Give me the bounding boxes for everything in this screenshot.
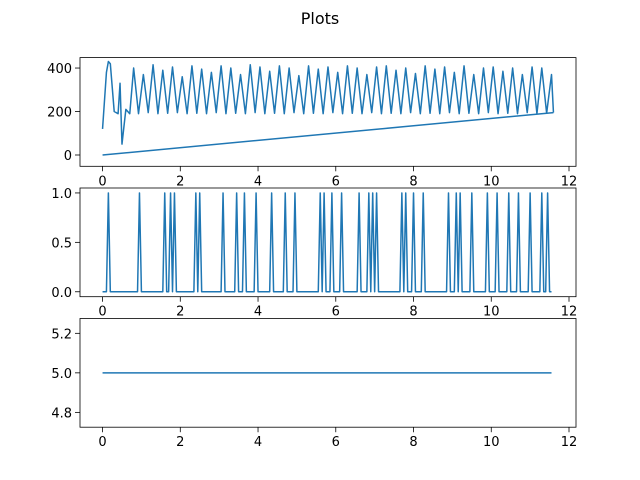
y-tick-label: 1.0: [51, 187, 72, 202]
x-tick-label: 6: [332, 174, 340, 189]
x-tick-label: 0: [98, 305, 106, 320]
x-tick-label: 10: [483, 305, 500, 320]
y-tick-label: 4.8: [51, 406, 72, 421]
data-line: [101, 60, 555, 145]
y-tick-label: 400: [47, 62, 72, 77]
x-tick-label: 4: [254, 435, 262, 450]
data-line: [102, 192, 552, 293]
x-tick-label: 0: [98, 435, 106, 450]
y-tick-label: 200: [47, 106, 72, 121]
x-tick-label: 4: [254, 174, 262, 189]
y-tick-label: 0.0: [51, 286, 72, 301]
y-tick-label: 0: [64, 149, 72, 164]
axes-frame: [79, 57, 577, 167]
x-tick-label: 2: [176, 435, 184, 450]
x-tick-label: 2: [176, 305, 184, 320]
x-tick-label: 2: [176, 174, 184, 189]
x-tick-label: 10: [483, 174, 500, 189]
x-tick-label: 4: [254, 305, 262, 320]
x-tick-label: 6: [332, 305, 340, 320]
data-line: [102, 111, 554, 156]
x-tick-label: 10: [483, 435, 500, 450]
x-tick-label: 8: [409, 305, 417, 320]
x-tick-label: 8: [409, 174, 417, 189]
y-tick-label: 5.2: [51, 327, 72, 342]
x-tick-label: 12: [561, 305, 578, 320]
x-tick-label: 12: [561, 174, 578, 189]
x-tick-label: 12: [561, 435, 578, 450]
figure-title: Plots: [301, 9, 340, 28]
y-tick-label: 5.0: [51, 367, 72, 382]
x-tick-label: 6: [332, 435, 340, 450]
x-tick-label: 0: [98, 174, 106, 189]
y-tick-label: 0.5: [51, 236, 72, 251]
x-tick-label: 8: [409, 435, 417, 450]
